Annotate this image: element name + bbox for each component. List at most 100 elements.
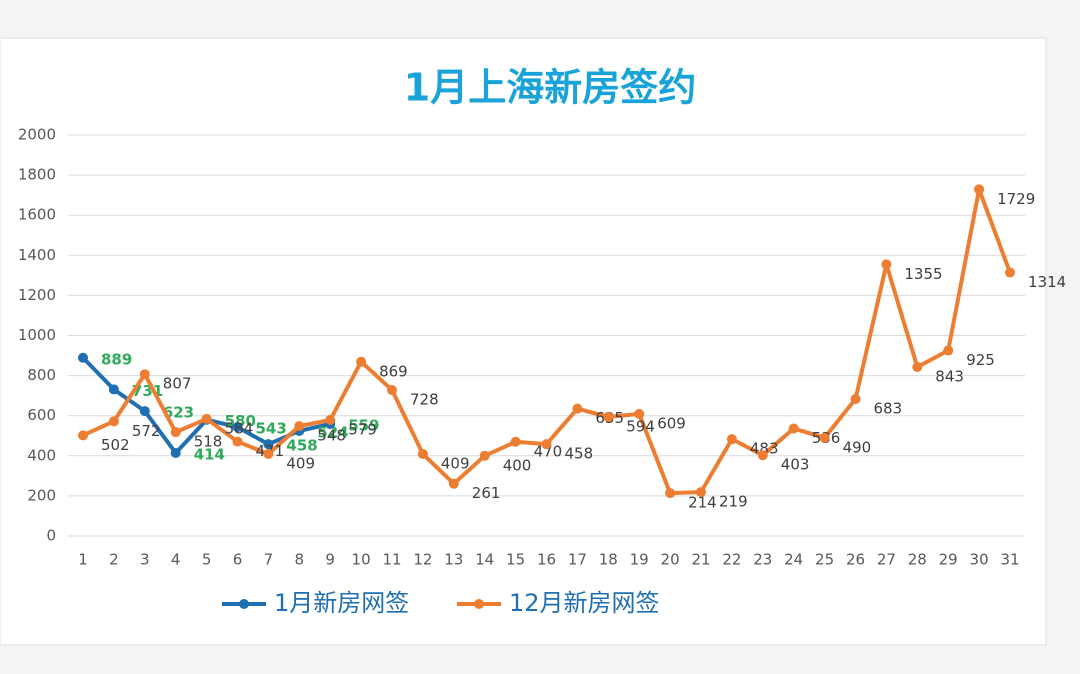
- data-label: 409: [286, 454, 315, 472]
- y-tick-label: 1000: [18, 326, 56, 344]
- data-label: 483: [750, 440, 779, 458]
- y-tick-label: 400: [27, 446, 56, 464]
- data-point: [232, 436, 243, 447]
- x-tick-label: 9: [325, 551, 335, 569]
- data-label: 261: [472, 484, 501, 502]
- x-tick-label: 5: [202, 551, 212, 569]
- data-label: 458: [286, 437, 317, 455]
- x-tick-label: 30: [970, 551, 989, 569]
- data-point: [108, 384, 119, 395]
- data-label: 623: [163, 404, 194, 422]
- x-tick-label: 16: [537, 551, 556, 569]
- x-tick-label: 24: [784, 551, 803, 569]
- data-label: 400: [503, 456, 532, 474]
- x-tick-label: 25: [815, 551, 834, 569]
- x-tick-label: 12: [413, 551, 432, 569]
- x-tick-label: 6: [233, 551, 243, 569]
- x-tick-label: 4: [171, 551, 181, 569]
- data-point: [356, 356, 367, 367]
- data-point: [510, 436, 521, 447]
- legend-label: 12月新房网签: [509, 589, 660, 617]
- x-tick-label: 23: [753, 551, 772, 569]
- data-point: [263, 448, 274, 459]
- data-label: 490: [843, 438, 872, 456]
- x-tick-label: 3: [140, 551, 150, 569]
- data-label: 869: [379, 362, 408, 380]
- y-tick-label: 1600: [18, 206, 56, 224]
- x-tick-label: 18: [599, 551, 618, 569]
- legend-label: 1月新房网签: [274, 589, 409, 617]
- x-tick-label: 28: [908, 551, 927, 569]
- data-label: 470: [534, 442, 563, 460]
- x-tick-label: 17: [568, 551, 587, 569]
- data-point: [541, 439, 552, 450]
- data-point: [788, 423, 799, 434]
- data-label: 403: [781, 456, 810, 474]
- data-label: 1355: [904, 265, 942, 283]
- y-tick-label: 200: [27, 486, 56, 504]
- data-label: 609: [657, 414, 686, 432]
- data-point: [263, 439, 274, 450]
- data-label: 502: [101, 436, 130, 454]
- data-label: 889: [101, 350, 132, 368]
- data-point: [572, 403, 583, 414]
- data-point: [665, 488, 676, 499]
- data-point: [108, 416, 119, 427]
- data-label: 594: [626, 417, 655, 435]
- data-point: [170, 447, 181, 458]
- data-point: [78, 352, 88, 363]
- data-point: [850, 394, 861, 405]
- data-label: 414: [194, 445, 225, 463]
- x-tick-label: 2: [109, 551, 119, 569]
- x-tick-label: 31: [1000, 551, 1019, 569]
- data-point: [696, 487, 706, 498]
- data-point: [943, 345, 954, 356]
- data-point: [603, 411, 614, 422]
- x-tick-label: 7: [264, 551, 274, 569]
- data-label: 579: [348, 420, 377, 438]
- data-label: 518: [194, 433, 223, 451]
- data-point: [912, 361, 923, 372]
- y-tick-label: 0: [46, 527, 56, 545]
- legend-marker: [239, 599, 249, 609]
- data-label: 728: [410, 391, 439, 409]
- legend-marker: [474, 599, 484, 609]
- data-point: [78, 430, 88, 441]
- x-tick-label: 15: [506, 551, 525, 569]
- x-tick-label: 13: [444, 551, 463, 569]
- data-point: [201, 413, 212, 424]
- data-point: [139, 369, 150, 380]
- chart-title: 1月上海新房签约: [404, 66, 696, 110]
- data-label: 219: [719, 493, 748, 511]
- data-point: [294, 421, 305, 432]
- data-label: 548: [317, 427, 346, 445]
- data-point: [757, 450, 768, 461]
- x-tick-label: 19: [630, 551, 649, 569]
- chart-card: [0, 37, 1047, 646]
- x-tick-label: 10: [352, 551, 371, 569]
- x-tick-label: 1: [78, 551, 88, 569]
- data-label: 843: [935, 367, 964, 385]
- data-point: [232, 422, 243, 433]
- y-tick-label: 1800: [18, 166, 56, 184]
- data-point: [325, 414, 336, 425]
- data-label: 214: [688, 494, 717, 512]
- x-tick-label: 11: [382, 551, 401, 569]
- data-label: 1729: [997, 190, 1035, 208]
- data-point: [387, 385, 397, 396]
- data-point: [634, 408, 645, 419]
- data-point: [479, 450, 490, 461]
- data-label: 409: [441, 454, 470, 472]
- data-label: 543: [256, 420, 287, 438]
- x-tick-label: 22: [722, 551, 741, 569]
- y-tick-label: 1400: [18, 246, 56, 264]
- x-tick-label: 14: [475, 551, 494, 569]
- data-label: 925: [966, 351, 995, 369]
- data-label: 580: [225, 412, 256, 430]
- data-label: 458: [565, 445, 594, 463]
- data-label: 1314: [1028, 273, 1066, 291]
- data-point: [448, 478, 459, 489]
- x-tick-label: 26: [846, 551, 865, 569]
